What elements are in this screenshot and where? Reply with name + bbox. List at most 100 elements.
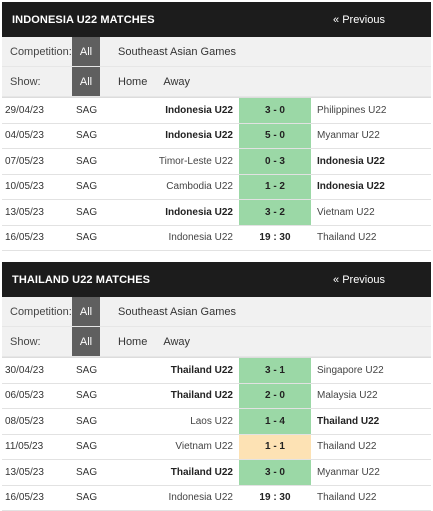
indonesia-matches-section: INDONESIA U22 MATCHES « Previous Competi… xyxy=(2,2,431,251)
away-team[interactable]: Indonesia U22 xyxy=(317,181,385,193)
match-competition: SAG xyxy=(76,206,98,218)
section-header: INDONESIA U22 MATCHES « Previous xyxy=(2,2,431,37)
match-score[interactable]: 3 - 1 xyxy=(239,358,311,383)
home-team[interactable]: Indonesia U22 xyxy=(168,232,234,244)
competition-label: Competition: xyxy=(10,305,72,318)
match-score[interactable]: 19 : 30 xyxy=(259,492,291,504)
show-option-home[interactable]: Home xyxy=(118,335,148,348)
matches-table: 29/04/23 SAG Indonesia U22 3 - 0 Philippines… xyxy=(2,97,431,251)
competition-label: Competition: xyxy=(10,45,72,58)
match-date: 13/05/23 xyxy=(5,466,44,478)
home-team[interactable]: Thailand U22 xyxy=(170,364,233,376)
match-competition: SAG xyxy=(76,390,98,402)
away-team[interactable]: Thailand U22 xyxy=(317,492,377,504)
home-team[interactable]: Laos U22 xyxy=(190,415,233,427)
match-row[interactable]: 29/04/23 SAG Indonesia U22 3 - 0 Philippines… xyxy=(2,98,431,124)
home-team[interactable]: Cambodia U22 xyxy=(166,181,233,193)
match-row[interactable]: 13/05/23 SAG Thailand U22 3 - 0 Myanmar U22 xyxy=(2,460,431,486)
match-score[interactable]: 3 - 0 xyxy=(239,460,311,485)
away-team[interactable]: Myanmar U22 xyxy=(317,466,380,478)
section-title: THAILAND U22 MATCHES xyxy=(12,273,151,286)
match-score[interactable]: 3 - 0 xyxy=(239,98,311,123)
match-date: 29/04/23 xyxy=(5,104,44,116)
home-team[interactable]: Indonesia U22 xyxy=(165,104,233,116)
previous-link[interactable]: « Previous xyxy=(333,13,385,26)
away-team[interactable]: Philippines U22 xyxy=(317,104,387,116)
match-row[interactable]: 13/05/23 SAG Indonesia U22 3 - 2 Vietnam U22 xyxy=(2,200,431,226)
show-option-away[interactable]: Away xyxy=(163,335,191,348)
match-score[interactable]: 1 - 2 xyxy=(239,174,311,199)
match-competition: SAG xyxy=(76,441,98,453)
match-competition: SAG xyxy=(76,415,98,427)
competition-option-sea-games[interactable]: Southeast Asian Games xyxy=(118,305,237,318)
home-team[interactable]: Timor-Leste U22 xyxy=(158,155,233,167)
match-row[interactable]: 04/05/23 SAG Indonesia U22 5 - 0 Myanmar U22 xyxy=(2,123,431,149)
show-option-all[interactable]: All xyxy=(72,327,100,356)
competition-filter: Competition: All Southeast Asian Games xyxy=(2,297,431,327)
match-date: 10/05/23 xyxy=(5,181,44,193)
home-team[interactable]: Vietnam U22 xyxy=(175,441,233,453)
home-team[interactable]: Thailand U22 xyxy=(170,466,233,478)
match-score[interactable]: 3 - 2 xyxy=(239,200,311,225)
show-option-all[interactable]: All xyxy=(72,67,100,96)
match-competition: SAG xyxy=(76,364,98,376)
match-competition: SAG xyxy=(76,130,98,142)
home-team[interactable]: Thailand U22 xyxy=(170,390,233,402)
away-team[interactable]: Singapore U22 xyxy=(317,364,384,376)
home-team[interactable]: Indonesia U22 xyxy=(165,206,233,218)
away-team[interactable]: Indonesia U22 xyxy=(317,155,385,167)
match-competition: SAG xyxy=(76,466,98,478)
matches-table: 30/04/23 SAG Thailand U22 3 - 1 Singapore U2… xyxy=(2,357,431,511)
match-date: 06/05/23 xyxy=(5,390,44,402)
match-competition: SAG xyxy=(76,181,98,193)
section-header: THAILAND U22 MATCHES « Previous xyxy=(2,262,431,297)
match-score[interactable]: 5 - 0 xyxy=(239,123,311,148)
match-date: 08/05/23 xyxy=(5,415,44,427)
match-date: 11/05/23 xyxy=(5,441,44,453)
away-team[interactable]: Thailand U22 xyxy=(317,232,377,244)
match-date: 16/05/23 xyxy=(5,232,44,244)
home-team[interactable]: Indonesia U22 xyxy=(168,492,234,504)
match-date: 04/05/23 xyxy=(5,130,44,142)
competition-option-all[interactable]: All xyxy=(72,297,100,326)
match-competition: SAG xyxy=(76,104,98,116)
previous-link[interactable]: « Previous xyxy=(333,273,385,286)
show-label: Show: xyxy=(10,335,41,348)
match-row[interactable]: 16/05/23 SAG Indonesia U22 19 : 30 Thailand … xyxy=(2,486,431,511)
match-competition: SAG xyxy=(76,492,98,504)
competition-option-sea-games[interactable]: Southeast Asian Games xyxy=(118,45,237,58)
thailand-matches-section: THAILAND U22 MATCHES « Previous Competit… xyxy=(2,262,431,511)
match-score[interactable]: 1 - 4 xyxy=(239,409,311,434)
match-row[interactable]: 10/05/23 SAG Cambodia U22 1 - 2 Indonesia U2… xyxy=(2,174,431,200)
match-row[interactable]: 11/05/23 SAG Vietnam U22 1 - 1 Thailand U22 xyxy=(2,434,431,460)
match-row[interactable]: 16/05/23 SAG Indonesia U22 19 : 30 Thailand … xyxy=(2,226,431,251)
competition-option-all[interactable]: All xyxy=(72,37,100,66)
away-team[interactable]: Vietnam U22 xyxy=(317,206,375,218)
show-option-home[interactable]: Home xyxy=(118,75,148,88)
away-team[interactable]: Malaysia U22 xyxy=(317,390,378,402)
home-team[interactable]: Indonesia U22 xyxy=(165,130,233,142)
match-date: 13/05/23 xyxy=(5,206,44,218)
match-score[interactable]: 1 - 1 xyxy=(239,434,311,459)
match-row[interactable]: 08/05/23 SAG Laos U22 1 - 4 Thailand U22 xyxy=(2,409,431,435)
match-competition: SAG xyxy=(76,232,98,244)
away-team[interactable]: Myanmar U22 xyxy=(317,130,380,142)
show-option-away[interactable]: Away xyxy=(163,75,191,88)
match-date: 07/05/23 xyxy=(5,155,44,167)
show-filter: Show: All Home Away xyxy=(2,67,431,97)
competition-filter: Competition: All Southeast Asian Games xyxy=(2,37,431,67)
match-score[interactable]: 2 - 0 xyxy=(239,383,311,408)
match-competition: SAG xyxy=(76,155,98,167)
match-row[interactable]: 07/05/23 SAG Timor-Leste U22 0 - 3 Indonesia… xyxy=(2,149,431,175)
section-title: INDONESIA U22 MATCHES xyxy=(12,13,155,26)
show-label: Show: xyxy=(10,75,41,88)
away-team[interactable]: Thailand U22 xyxy=(317,415,380,427)
match-row[interactable]: 06/05/23 SAG Thailand U22 2 - 0 Malaysia U22 xyxy=(2,383,431,409)
match-row[interactable]: 30/04/23 SAG Thailand U22 3 - 1 Singapore U2… xyxy=(2,358,431,384)
away-team[interactable]: Thailand U22 xyxy=(317,441,377,453)
show-filter: Show: All Home Away xyxy=(2,327,431,357)
match-score[interactable]: 0 - 3 xyxy=(239,149,311,174)
match-score[interactable]: 19 : 30 xyxy=(259,232,291,244)
match-date: 16/05/23 xyxy=(5,492,44,504)
match-date: 30/04/23 xyxy=(5,364,44,376)
